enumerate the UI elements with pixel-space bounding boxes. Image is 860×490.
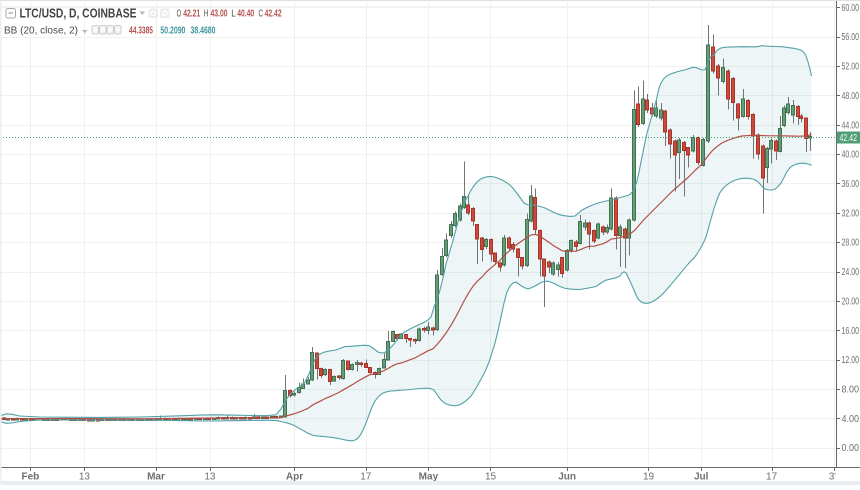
svg-text:LTC/USD, D, COINBASE: LTC/USD, D, COINBASE [20,7,137,21]
svg-text:19: 19 [643,472,655,483]
svg-text:16.00: 16.00 [842,326,860,337]
svg-text:42.42: 42.42 [840,133,858,144]
svg-text:28.00: 28.00 [842,238,860,249]
svg-text:O: O [177,9,182,20]
svg-text:52.00: 52.00 [842,62,860,73]
svg-text:44.00: 44.00 [842,120,860,131]
svg-text:43.00: 43.00 [211,9,228,20]
svg-text:40.40: 40.40 [237,9,254,20]
svg-text:Feb: Feb [22,472,40,483]
svg-text:24.00: 24.00 [842,267,860,278]
svg-text:42.21: 42.21 [183,9,200,20]
svg-text:13: 13 [79,472,91,483]
svg-text:38.4680: 38.4680 [191,25,216,36]
svg-text:56.00: 56.00 [842,32,860,43]
svg-text:12.00: 12.00 [842,355,860,366]
svg-text:May: May [419,472,439,483]
svg-text:20.00: 20.00 [842,296,860,307]
svg-text:BB (20, close, 2): BB (20, close, 2) [4,25,78,37]
svg-text:Apr: Apr [286,472,303,483]
svg-text:44.3385: 44.3385 [129,25,153,36]
svg-text:42.42: 42.42 [265,9,282,20]
svg-text:Jun: Jun [558,472,576,483]
svg-text:17: 17 [360,472,372,483]
svg-text:4.00: 4.00 [842,414,860,425]
svg-text:Jul: Jul [694,472,709,483]
svg-text:17: 17 [766,472,778,483]
svg-text:15: 15 [485,472,497,483]
svg-text:32.00: 32.00 [842,208,860,219]
svg-text:0.00: 0.00 [842,443,860,454]
svg-text:H: H [204,9,209,20]
svg-text:L: L [231,9,236,20]
svg-text:C: C [259,9,264,20]
svg-text:Mar: Mar [147,472,165,483]
svg-text:3: 3 [829,472,835,483]
svg-text:40.00: 40.00 [842,150,860,161]
svg-text:48.00: 48.00 [842,91,860,102]
svg-text:60.00: 60.00 [842,3,860,14]
svg-text:50.2090: 50.2090 [160,25,185,36]
svg-text:8.00: 8.00 [842,385,860,396]
svg-text:36.00: 36.00 [842,179,860,190]
svg-text:13: 13 [204,472,216,483]
